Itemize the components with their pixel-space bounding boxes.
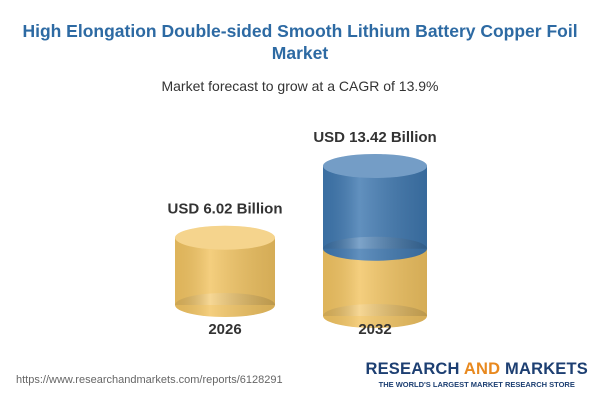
source-url[interactable]: https://www.researchandmarkets.com/repor… [16, 374, 283, 386]
logo-word: MARKETS [505, 360, 588, 378]
chart-subtitle: Market forecast to grow at a CAGR of 13.… [161, 78, 439, 94]
cylinder-base-shade [323, 236, 427, 261]
x-tick-label: 2026 [208, 321, 241, 338]
logo: RESEARCH AND MARKETS THE WORLD'S LARGEST… [365, 360, 588, 389]
cylinder-base-shade [323, 304, 427, 328]
value-label: USD 13.42 Billion [313, 129, 436, 146]
cylinder-top-light [323, 154, 427, 178]
cylinder-base-shade [175, 293, 275, 317]
chart-title: High Elongation Double-sided Smooth Lith… [22, 21, 578, 63]
cylinder-top [175, 225, 275, 250]
cylinder-shade [323, 166, 427, 249]
cylinder-top [323, 154, 427, 178]
x-tick-label: 2032 [358, 321, 391, 338]
value-label: USD 6.02 Billion [167, 201, 282, 218]
logo-word: RESEARCH [365, 360, 460, 378]
logo-tagline: THE WORLD'S LARGEST MARKET RESEARCH STOR… [378, 380, 575, 389]
logo-word: AND [463, 360, 501, 378]
logo-name: RESEARCH AND MARKETS [365, 360, 588, 379]
cylinder-top-light [175, 225, 275, 250]
